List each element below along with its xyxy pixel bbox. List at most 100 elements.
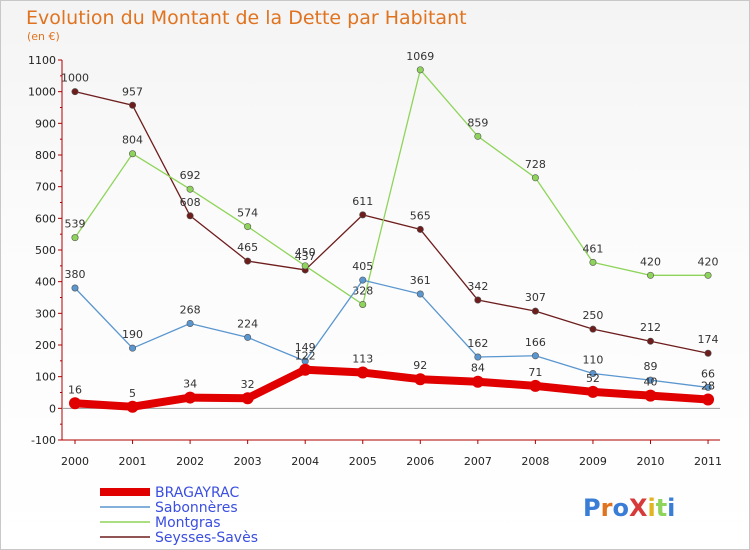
legend-label: Montgras xyxy=(155,515,221,531)
data-point xyxy=(586,385,599,398)
data-point xyxy=(69,397,81,410)
legend-label: Sabonnères xyxy=(155,500,238,516)
data-label: 692 xyxy=(180,169,201,182)
data-label: 174 xyxy=(698,333,719,346)
data-point xyxy=(129,344,137,352)
y-tick-label: 1100 xyxy=(28,54,56,67)
data-point xyxy=(126,400,139,413)
chart-title: Evolution du Montant de la Dette par Hab… xyxy=(26,7,467,29)
data-point xyxy=(704,383,712,391)
data-point xyxy=(244,257,252,265)
data-label: 110 xyxy=(582,354,603,367)
chart-subtitle: (en €) xyxy=(27,30,60,43)
data-label: 728 xyxy=(525,158,546,171)
data-point xyxy=(416,66,424,74)
legend-item: Seysses-Savès xyxy=(100,530,258,546)
data-label: 162 xyxy=(467,337,488,350)
y-tick-label: 300 xyxy=(35,307,56,320)
logo-letter: i xyxy=(667,494,675,522)
data-label: 859 xyxy=(467,116,488,129)
y-tick-label: 1000 xyxy=(28,86,56,99)
series-line xyxy=(71,365,713,411)
data-label: 565 xyxy=(410,209,431,222)
data-point xyxy=(646,271,654,279)
y-tick-label: 400 xyxy=(35,276,56,289)
data-label: 28 xyxy=(701,379,715,392)
x-tick-label: 2008 xyxy=(521,455,549,468)
data-point xyxy=(71,234,79,242)
data-label: 92 xyxy=(413,359,427,372)
data-label: 465 xyxy=(237,241,258,254)
data-point xyxy=(416,225,424,233)
data-point xyxy=(529,379,542,392)
data-point xyxy=(531,352,539,360)
data-point xyxy=(301,262,309,270)
data-label: 89 xyxy=(644,360,658,373)
y-tick-label: 500 xyxy=(35,244,56,257)
y-tick-label: 100 xyxy=(35,371,56,384)
data-label: 307 xyxy=(525,291,546,304)
y-tick-label: 200 xyxy=(35,339,56,352)
data-label: 16 xyxy=(68,383,82,396)
x-tick-label: 2007 xyxy=(464,455,492,468)
legend-label: Seysses-Savès xyxy=(155,530,258,546)
data-label: 461 xyxy=(582,242,603,255)
data-label: 34 xyxy=(183,378,197,391)
data-point xyxy=(646,337,654,345)
x-tick-label: 2001 xyxy=(119,455,147,468)
data-point xyxy=(589,258,597,266)
y-tick-label: 800 xyxy=(35,149,56,162)
data-point xyxy=(589,325,597,333)
data-label: 250 xyxy=(582,309,603,322)
data-point xyxy=(474,132,482,140)
data-point xyxy=(186,185,194,193)
legend-label: BRAGAYRAC xyxy=(155,485,239,501)
series-line xyxy=(74,279,709,389)
logo-letter: r xyxy=(601,494,613,522)
data-label: 608 xyxy=(180,196,201,209)
series-seysses-sav-s: 1000 957 608 465 437 611 565 342 307 250 212 174 xyxy=(61,72,719,357)
data-label: 212 xyxy=(640,321,661,334)
logo-letter: X xyxy=(629,494,648,522)
series-bragayrac: 16 5 34 32 122 113 92 84 71 52 40 28 xyxy=(68,350,715,413)
data-point xyxy=(186,212,194,220)
data-point xyxy=(704,271,712,279)
data-point xyxy=(299,363,312,376)
data-point xyxy=(474,296,482,304)
x-tick-label: 2004 xyxy=(291,455,319,468)
data-label: 1000 xyxy=(61,72,89,85)
series-line xyxy=(74,91,709,354)
data-label: 342 xyxy=(467,280,488,293)
data-point xyxy=(129,150,137,158)
data-label: 66 xyxy=(701,367,715,380)
data-point xyxy=(241,392,254,405)
data-point xyxy=(646,376,654,384)
data-label: 113 xyxy=(352,353,373,366)
data-label: 52 xyxy=(586,372,600,385)
x-tick-label: 2011 xyxy=(694,455,722,468)
data-label: 190 xyxy=(122,328,143,341)
x-tick-label: 2006 xyxy=(406,455,434,468)
proxiti-logo: ProXiti xyxy=(583,494,675,522)
data-point xyxy=(356,366,369,379)
data-point xyxy=(244,223,252,231)
legend-item: BRAGAYRAC xyxy=(100,485,239,501)
x-tick-label: 2009 xyxy=(579,455,607,468)
data-point xyxy=(129,101,137,109)
data-point xyxy=(702,393,715,406)
legend-item: Sabonnères xyxy=(100,500,238,516)
x-tick-label: 2010 xyxy=(637,455,665,468)
data-point xyxy=(471,375,484,388)
series-layer: 1000 957 608 465 437 611 565 342 307 250 212 174 539… xyxy=(61,50,719,413)
data-point xyxy=(531,307,539,315)
data-point xyxy=(359,276,367,284)
x-tick-label: 2002 xyxy=(176,455,204,468)
data-label: 149 xyxy=(295,341,316,354)
y-tick-label: 600 xyxy=(35,212,56,225)
data-point xyxy=(416,290,424,298)
data-label: 380 xyxy=(65,268,86,281)
data-point xyxy=(71,284,79,292)
